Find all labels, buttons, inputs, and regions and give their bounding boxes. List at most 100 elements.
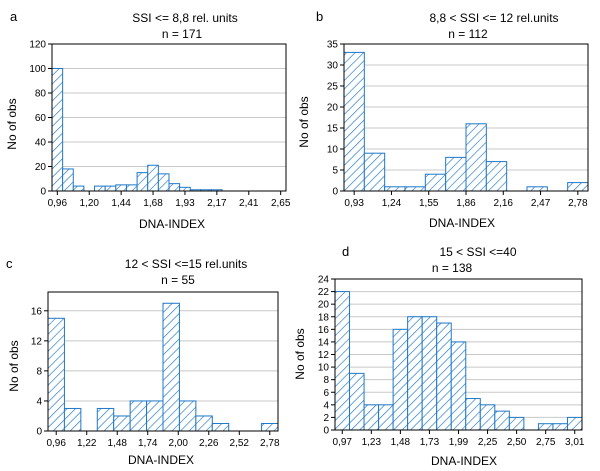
chart-title: 12 < SSI <=15 rel.units: [125, 257, 247, 271]
y-tick-label: 40: [35, 138, 47, 149]
x-tick-label: 2,52: [230, 438, 250, 449]
x-tick-label: 2,00: [169, 438, 189, 449]
chart-subtitle: n = 55: [161, 273, 195, 287]
y-tick-label: 12: [31, 336, 43, 347]
plot-frame: [47, 291, 279, 432]
x-axis-title: DNA-INDEX: [431, 454, 497, 468]
y-tick-label: 35: [327, 40, 339, 51]
bar: [526, 186, 548, 192]
panel-letter: b: [316, 9, 323, 24]
bar: [343, 51, 365, 192]
x-tick-label: 1,99: [449, 437, 469, 448]
y-tick-label: 12: [318, 350, 330, 361]
y-tick-label: 60: [35, 113, 47, 124]
bar: [94, 185, 106, 192]
y-tick-label: 0: [40, 187, 46, 198]
y-tick-label: 10: [327, 145, 339, 156]
bar: [436, 322, 452, 431]
bar: [195, 415, 213, 432]
bar: [157, 173, 170, 192]
x-tick-label: 1,48: [391, 437, 411, 448]
y-tick-label: 4: [36, 396, 42, 407]
x-tick-label: 1,73: [420, 437, 440, 448]
bar: [211, 422, 230, 432]
bar: [566, 416, 583, 431]
x-tick-label: 2,25: [478, 437, 498, 448]
bar: [392, 328, 409, 431]
chart-title: 15 < SSI <=40: [439, 245, 516, 259]
y-tick-label: 20: [318, 300, 330, 311]
panel-letter: c: [6, 256, 13, 271]
bar: [125, 184, 138, 192]
bar: [72, 185, 85, 192]
y-tick-label: 100: [29, 64, 46, 75]
bar: [508, 416, 525, 431]
x-tick-label: 0,97: [333, 437, 353, 448]
chart-subtitle: n = 112: [448, 27, 488, 41]
bar: [179, 186, 191, 192]
y-tick-label: 8: [323, 375, 329, 386]
x-tick-label: 1,55: [419, 198, 439, 209]
panel-a: a SSI <= 8,8 rel. units n = 171 No of ob…: [5, 9, 291, 231]
y-tick-label: 0: [323, 426, 329, 437]
y-tick-label: 20: [35, 162, 47, 173]
y-axis-title: No of obs: [293, 328, 307, 379]
y-tick-label: 4: [323, 400, 329, 411]
x-tick-label: 1,23: [362, 437, 382, 448]
bar: [178, 400, 197, 432]
y-tick-label: 20: [327, 103, 339, 114]
y-tick-label: 18: [318, 312, 330, 323]
y-axis-title: No of obs: [5, 98, 19, 149]
y-axis-title: No of obs: [7, 340, 21, 391]
bar: [261, 422, 279, 432]
x-tick-label: 2,41: [239, 198, 259, 209]
bar: [537, 423, 554, 431]
y-tick-label: 14: [318, 337, 330, 348]
x-tick-label: 2,16: [494, 198, 514, 209]
chart-title: 8,8 < SSI <= 12 rel.units: [429, 11, 558, 25]
bar: [113, 415, 131, 432]
y-tick-label: 2: [323, 413, 329, 424]
x-tick-label: 1,48: [108, 438, 128, 449]
bar: [421, 316, 438, 431]
panel-letter: d: [342, 244, 349, 259]
bar: [147, 164, 159, 192]
x-tick-label: 2,17: [207, 198, 227, 209]
bar: [146, 400, 164, 432]
x-axis-title: DNA-INDEX: [429, 216, 495, 230]
y-tick-label: 5: [332, 166, 338, 177]
y-axis-title: No of obs: [297, 96, 311, 147]
y-tick-label: 15: [327, 124, 339, 135]
x-tick-label: 1,20: [79, 198, 99, 209]
y-tick-label: 0: [332, 187, 338, 198]
y-tick-label: 120: [29, 40, 46, 51]
bar: [136, 172, 149, 192]
x-tick-label: 2,47: [531, 198, 551, 209]
y-tick-label: 30: [327, 61, 339, 72]
bar: [47, 317, 65, 432]
x-tick-label: 0,96: [48, 198, 68, 209]
x-tick-label: 1,93: [175, 198, 195, 209]
x-tick-label: 2,26: [199, 438, 219, 449]
x-tick-label: 1,74: [138, 438, 158, 449]
bar: [445, 156, 467, 192]
chart-subtitle: n = 171: [162, 27, 203, 41]
chart-title: SSI <= 8,8 rel. units: [132, 11, 237, 25]
bar: [51, 68, 64, 192]
bar: [407, 316, 423, 431]
bar: [96, 407, 115, 432]
x-tick-label: 0,93: [344, 198, 364, 209]
bar: [168, 183, 181, 192]
panel-letter: a: [10, 9, 18, 24]
bar: [384, 186, 406, 192]
bar: [104, 185, 117, 192]
bar: [485, 161, 508, 192]
x-tick-label: 3,01: [565, 437, 585, 448]
bar: [62, 168, 74, 192]
bar: [115, 184, 127, 192]
x-tick-label: 1,24: [382, 198, 402, 209]
bar: [363, 152, 386, 192]
panel-b: b 8,8 < SSI <= 12 rel.units n = 112 No o…: [297, 9, 589, 230]
bar: [349, 372, 365, 431]
y-tick-label: 80: [35, 89, 47, 100]
